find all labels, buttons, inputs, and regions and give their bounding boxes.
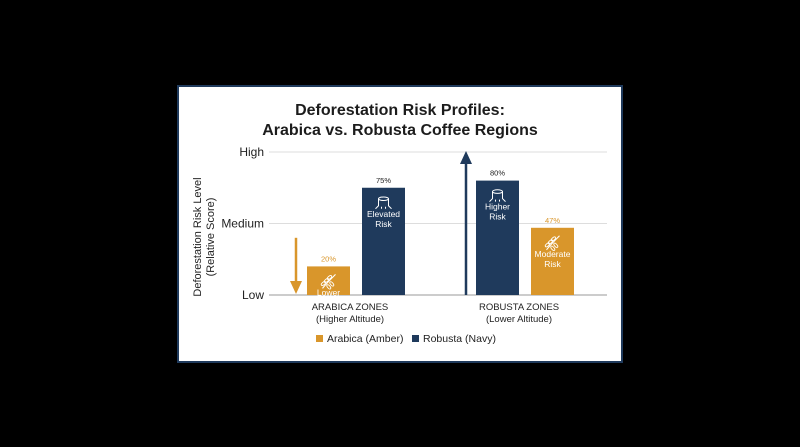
y-tick-label: Low bbox=[242, 288, 264, 302]
x-category-label: (Higher Altitude) bbox=[316, 314, 384, 325]
category-labels: ARABICA ZONES(Higher Altitude) ROBUSTA ZO… bbox=[312, 302, 559, 325]
legend-item: Robusta (Navy) bbox=[412, 333, 496, 345]
y-axis-label-line-2: (Relative Score) bbox=[205, 198, 217, 277]
chart-card: Deforestation Risk Profiles: Arabica vs.… bbox=[177, 85, 623, 363]
down-arrow-icon bbox=[290, 237, 302, 294]
bar-inner-label: Higher bbox=[485, 202, 510, 212]
x-category-label: ROBUSTA ZONES bbox=[479, 302, 559, 313]
y-axis-label-line-1: Deforestation Risk Level bbox=[192, 177, 204, 296]
x-category-label: ARABICA ZONES bbox=[312, 302, 389, 313]
y-tick-label: Medium bbox=[221, 217, 264, 231]
bar-value-label: 75% bbox=[376, 176, 391, 185]
bar-value-label: 47% bbox=[545, 216, 560, 225]
bars: 20%LowerRisk75%ElevatedRisk80%HigherRisk… bbox=[307, 169, 574, 307]
y-axis-ticks: High Medium Low bbox=[221, 145, 264, 302]
y-tick-label: High bbox=[239, 145, 264, 159]
bar-chart: Deforestation Risk Profiles: Arabica vs.… bbox=[192, 102, 607, 345]
leaf-icon bbox=[320, 274, 336, 290]
legend-item: Arabica (Amber) bbox=[316, 333, 403, 345]
bar-inner-label: Moderate bbox=[535, 249, 571, 259]
bar-inner-label: Risk bbox=[320, 297, 337, 307]
bar bbox=[476, 180, 519, 295]
trend-arrows bbox=[290, 151, 472, 295]
leaf-icon bbox=[544, 235, 560, 251]
bar-inner-label: Risk bbox=[544, 259, 561, 269]
tree-stump-icon bbox=[489, 189, 506, 202]
bar-value-label: 20% bbox=[321, 254, 336, 263]
x-category-label: (Lower Altitude) bbox=[486, 314, 552, 325]
legend-swatch bbox=[412, 335, 419, 342]
chart-title: Deforestation Risk Profiles: bbox=[295, 102, 505, 119]
bar bbox=[531, 227, 574, 295]
legend-label: Robusta (Navy) bbox=[423, 333, 496, 345]
bar-value-label: 80% bbox=[490, 169, 505, 178]
legend-swatch bbox=[316, 335, 323, 342]
tree-stump-icon bbox=[375, 196, 392, 210]
legend-label: Arabica (Amber) bbox=[327, 333, 403, 345]
y-axis-label: Deforestation Risk Level (Relative Score… bbox=[192, 177, 217, 296]
chart-subtitle: Arabica vs. Robusta Coffee Regions bbox=[262, 122, 538, 139]
bar-inner-label: Risk bbox=[375, 219, 392, 229]
legend: Arabica (Amber) Robusta (Navy) bbox=[316, 333, 496, 345]
bar-inner-label: Elevated bbox=[367, 209, 400, 219]
up-arrow-icon bbox=[460, 151, 472, 295]
bar bbox=[362, 187, 405, 295]
bar-inner-label: Lower bbox=[317, 287, 340, 297]
bar-inner-label: Risk bbox=[489, 212, 506, 222]
